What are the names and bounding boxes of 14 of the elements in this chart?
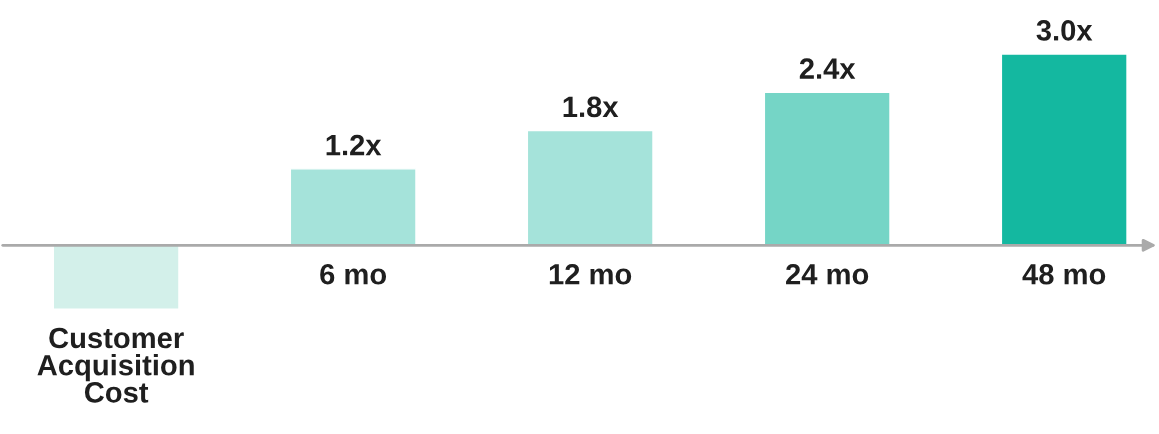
bar (763, 91, 891, 247)
x-tick-label: Customer Acquisition Cost (37, 327, 194, 403)
x-tick-label: 24 mo (786, 263, 869, 285)
bar (526, 129, 654, 247)
bar (289, 168, 417, 247)
bar (1000, 53, 1128, 247)
bar (52, 244, 180, 310)
x-tick-label: 6 mo (320, 263, 387, 285)
x-tick-label: 48 mo (1022, 263, 1106, 285)
data-label: 3.0x (1036, 20, 1093, 41)
data-label: 1.8x (563, 96, 619, 118)
x-tick-label: 12 mo (549, 263, 632, 285)
data-label: 2.4x (799, 58, 856, 79)
data-label: 1.2x (326, 134, 382, 156)
